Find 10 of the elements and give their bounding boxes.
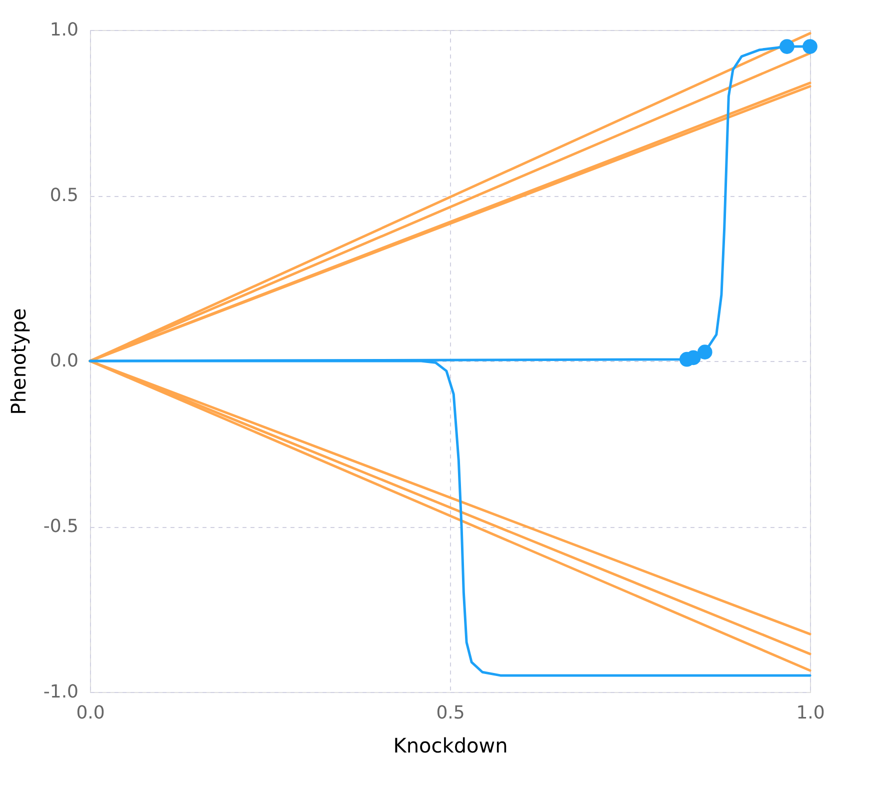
y-tick-label: 1.0 bbox=[50, 20, 78, 40]
y-tick-label: 0.0 bbox=[50, 350, 78, 372]
y-tick-label: -1.0 bbox=[43, 682, 78, 702]
y-axis-title: Phenotype bbox=[6, 308, 30, 415]
y-tick-label: -0.5 bbox=[43, 516, 78, 537]
x-tick-label: 1.0 bbox=[796, 702, 825, 724]
x-tick-label: 0.0 bbox=[76, 702, 105, 724]
y-tick-label: 0.5 bbox=[50, 185, 78, 206]
x-axis-title: Knockdown bbox=[393, 734, 508, 758]
x-tick-label: 0.5 bbox=[436, 702, 465, 724]
